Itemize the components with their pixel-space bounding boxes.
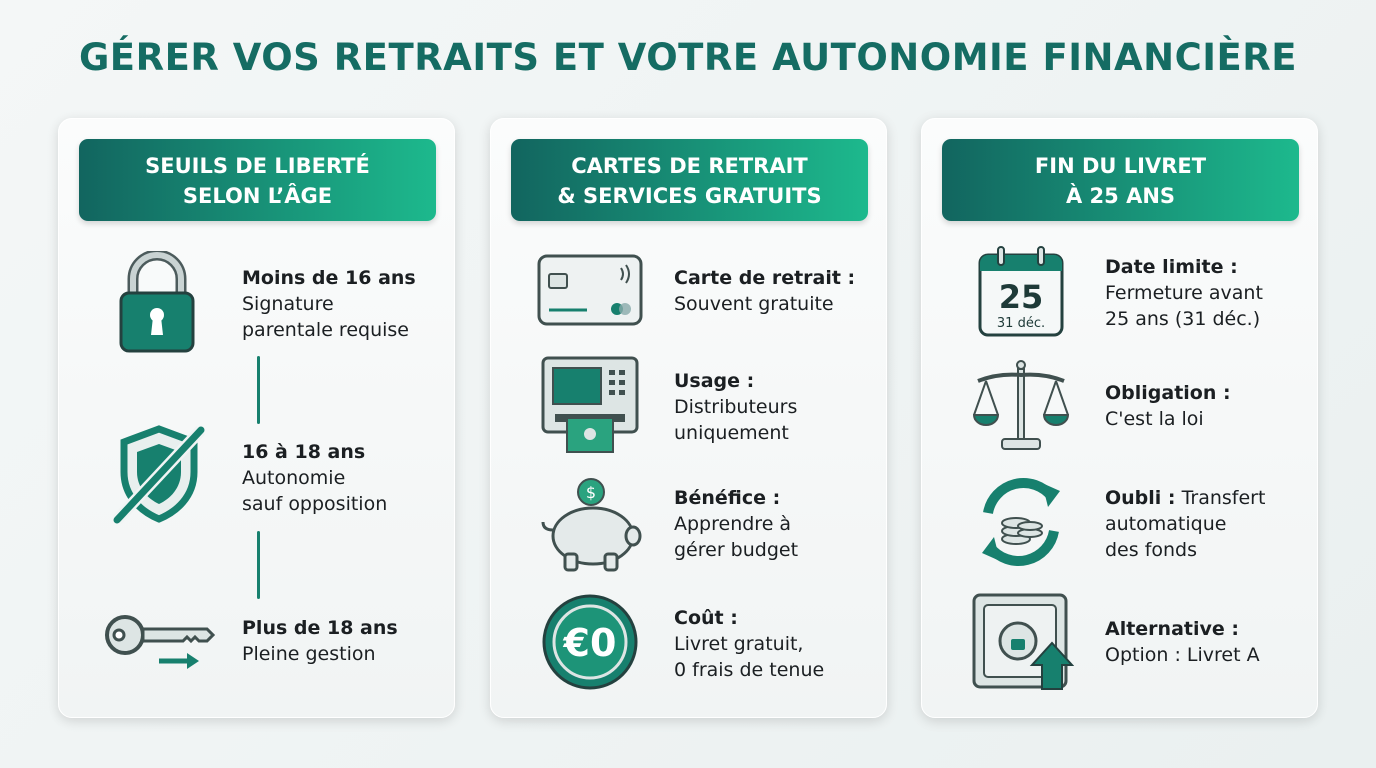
list-item: Coût : Livret gratuit, 0 frais de tenue (674, 605, 884, 683)
scales-of-justice-icon (972, 360, 1070, 450)
piggy-bank-icon: $ (541, 478, 642, 572)
list-item: Obligation : C'est la loi (1105, 380, 1315, 432)
card-header: FIN DU LIVRET À 25 ANS (942, 139, 1299, 221)
item-label: Obligation : (1105, 382, 1231, 404)
item-text: Livret gratuit, (674, 633, 804, 655)
item-label: Carte de retrait : (674, 267, 856, 289)
list-item: Alternative : Option : Livret A (1105, 616, 1315, 668)
list-item: Date limite : Fermeture avant 25 ans (31 d… (1105, 254, 1315, 332)
connector-line (257, 356, 260, 424)
header-line: À 25 ANS (1065, 184, 1176, 208)
item-label: Moins de 16 ans (242, 267, 416, 289)
svg-text:$: $ (586, 483, 596, 502)
coin-text: €0 (563, 621, 617, 665)
item-text: Fermeture avant (1105, 282, 1263, 304)
item-text: Transfert (1181, 487, 1266, 509)
item-label: Plus de 18 ans (242, 617, 398, 639)
key-icon (105, 615, 215, 669)
list-item: Carte de retrait : Souvent gratuite (674, 265, 884, 317)
item-text: Pleine gestion (242, 643, 376, 665)
list-item: Moins de 16 ans Signature parentale requis… (242, 265, 452, 343)
bank-card-icon (537, 254, 643, 326)
item-text: parentale requise (242, 319, 409, 341)
list-item: Bénéfice : Apprendre à gérer budget (674, 485, 884, 563)
item-text: uniquement (674, 422, 789, 444)
item-text: C'est la loi (1105, 408, 1204, 430)
item-text: Option : Livret A (1105, 644, 1260, 666)
zero-euro-coin-icon: €0 (542, 594, 638, 690)
item-text: gérer budget (674, 539, 799, 561)
atm-icon (541, 356, 639, 453)
item-label: Coût : (674, 607, 738, 629)
safe-upgrade-icon (972, 593, 1074, 690)
calendar-icon: 25 31 déc. (978, 246, 1064, 337)
item-text: Apprendre à (674, 513, 792, 535)
item-label: Date limite : (1105, 256, 1238, 278)
item-label: Usage : (674, 370, 755, 392)
padlock-icon (119, 251, 195, 353)
item-text: Autonomie (242, 467, 346, 489)
item-text: 25 ans (31 déc.) (1105, 308, 1261, 330)
list-item: Usage : Distributeurs uniquement (674, 368, 884, 446)
header-line: FIN DU LIVRET (1034, 154, 1207, 178)
item-text: Distributeurs (674, 396, 798, 418)
calendar-day: 25 (999, 278, 1044, 316)
list-item: Oubli : Transfert automatique des fonds (1105, 485, 1315, 563)
item-text: 0 frais de tenue (674, 659, 825, 681)
connector-line (257, 531, 260, 599)
item-label: 16 à 18 ans (242, 441, 366, 463)
header-line: CARTES DE RETRAIT (571, 154, 808, 178)
header-line: SELON L’ÂGE (182, 184, 333, 208)
calendar-date: 31 déc. (997, 316, 1045, 331)
page-title: GÉRER VOS RETRAITS ET VOTRE AUTONOMIE FI… (78, 36, 1298, 79)
card-header: SEUILS DE LIBERTÉ SELON L’ÂGE (79, 139, 436, 221)
header-line: SEUILS DE LIBERTÉ (145, 154, 370, 178)
item-label: Alternative : (1105, 618, 1239, 640)
card-header: CARTES DE RETRAIT & SERVICES GRATUITS (511, 139, 868, 221)
item-text: sauf opposition (242, 493, 388, 515)
item-label: Oubli : (1105, 487, 1176, 509)
item-text: Signature (242, 293, 334, 315)
list-item: Plus de 18 ans Pleine gestion (242, 615, 452, 667)
card-end-of-account: 25 31 déc. FIN DU LIVRET À 25 ANS Date li… (921, 118, 1318, 718)
list-item: 16 à 18 ans Autonomie sauf opposition (242, 439, 452, 517)
item-text: automatique (1105, 513, 1227, 535)
transfer-coins-icon (982, 478, 1060, 566)
header-line: & SERVICES GRATUITS (557, 184, 822, 208)
card-age-thresholds: SEUILS DE LIBERTÉ SELON L’ÂGE Moins de 16… (58, 118, 455, 718)
card-withdrawal-cards: CARTES DE RETRAIT & SERVICES GRATUITS Car… (490, 118, 887, 718)
crossed-shield-icon (112, 425, 206, 524)
item-text: des fonds (1105, 539, 1198, 561)
item-text: Souvent gratuite (674, 293, 834, 315)
item-label: Bénéfice : (674, 487, 781, 509)
